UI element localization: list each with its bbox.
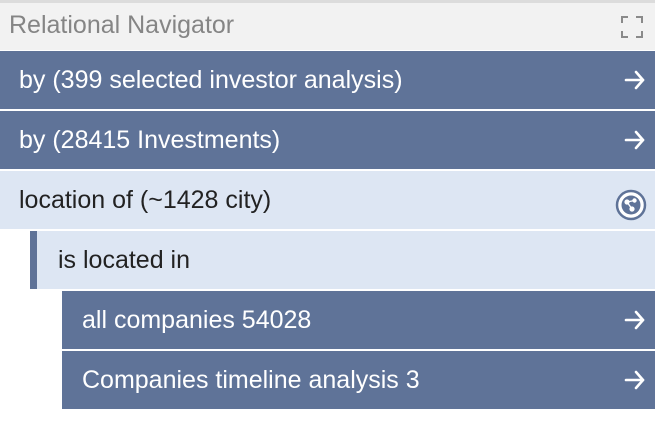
nav-row-label: location of (~1428 city) (19, 186, 272, 214)
panel-header: Relational Navigator (0, 0, 655, 50)
maximize-icon[interactable] (621, 16, 643, 38)
nav-row-label: Companies timeline analysis 3 (82, 366, 420, 394)
nav-row-is-located-in[interactable]: is located in (30, 231, 655, 289)
nav-row-label: by (28415 Investments) (19, 126, 281, 154)
graph-icon[interactable] (615, 184, 647, 221)
nav-row-by-investor-analysis[interactable]: by (399 selected investor analysis) (0, 51, 655, 109)
nav-row-label: all companies 54028 (82, 306, 312, 334)
nav-row-all-companies[interactable]: all companies 54028 (62, 291, 655, 349)
nav-row-location-of-city[interactable]: location of (~1428 city) (0, 171, 655, 229)
panel-title: Relational Navigator (9, 11, 235, 39)
arrow-right-icon[interactable] (624, 369, 646, 391)
nav-row-label: is located in (58, 246, 191, 274)
arrow-right-icon[interactable] (624, 309, 646, 331)
nav-row-by-investments[interactable]: by (28415 Investments) (0, 111, 655, 169)
arrow-right-icon[interactable] (624, 129, 646, 151)
arrow-right-icon[interactable] (624, 69, 646, 91)
row-accent-bar (30, 231, 37, 289)
nav-row-label: by (399 selected investor analysis) (19, 66, 403, 94)
nav-row-companies-timeline-analysis[interactable]: Companies timeline analysis 3 (62, 351, 655, 409)
